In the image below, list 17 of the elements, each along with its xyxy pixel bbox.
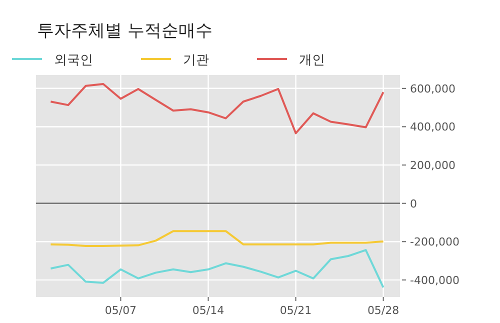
- y-tick-label: -200,000: [410, 236, 460, 249]
- x-tick-label: 05/21: [280, 304, 312, 317]
- y-tick-label: -400,000: [410, 274, 460, 287]
- legend-label: 개인: [299, 53, 325, 68]
- line-series: [50, 83, 384, 134]
- y-tick-label: 200,000: [410, 159, 456, 172]
- y-tick-label: 400,000: [410, 120, 456, 134]
- chart-title: 투자주체별 누적순매수: [37, 21, 212, 41]
- y-tick-label: 0: [410, 197, 417, 210]
- x-tick-label: 05/07: [104, 304, 137, 317]
- legend-label: 외국인: [54, 53, 93, 68]
- y-tick-label: 600,000: [410, 82, 456, 96]
- line-series: [50, 249, 384, 288]
- x-tick-label: 05/14: [192, 304, 224, 317]
- x-tick-label: 05/28: [367, 304, 400, 317]
- legend-label: 기관: [183, 53, 209, 68]
- line-series: [50, 230, 384, 248]
